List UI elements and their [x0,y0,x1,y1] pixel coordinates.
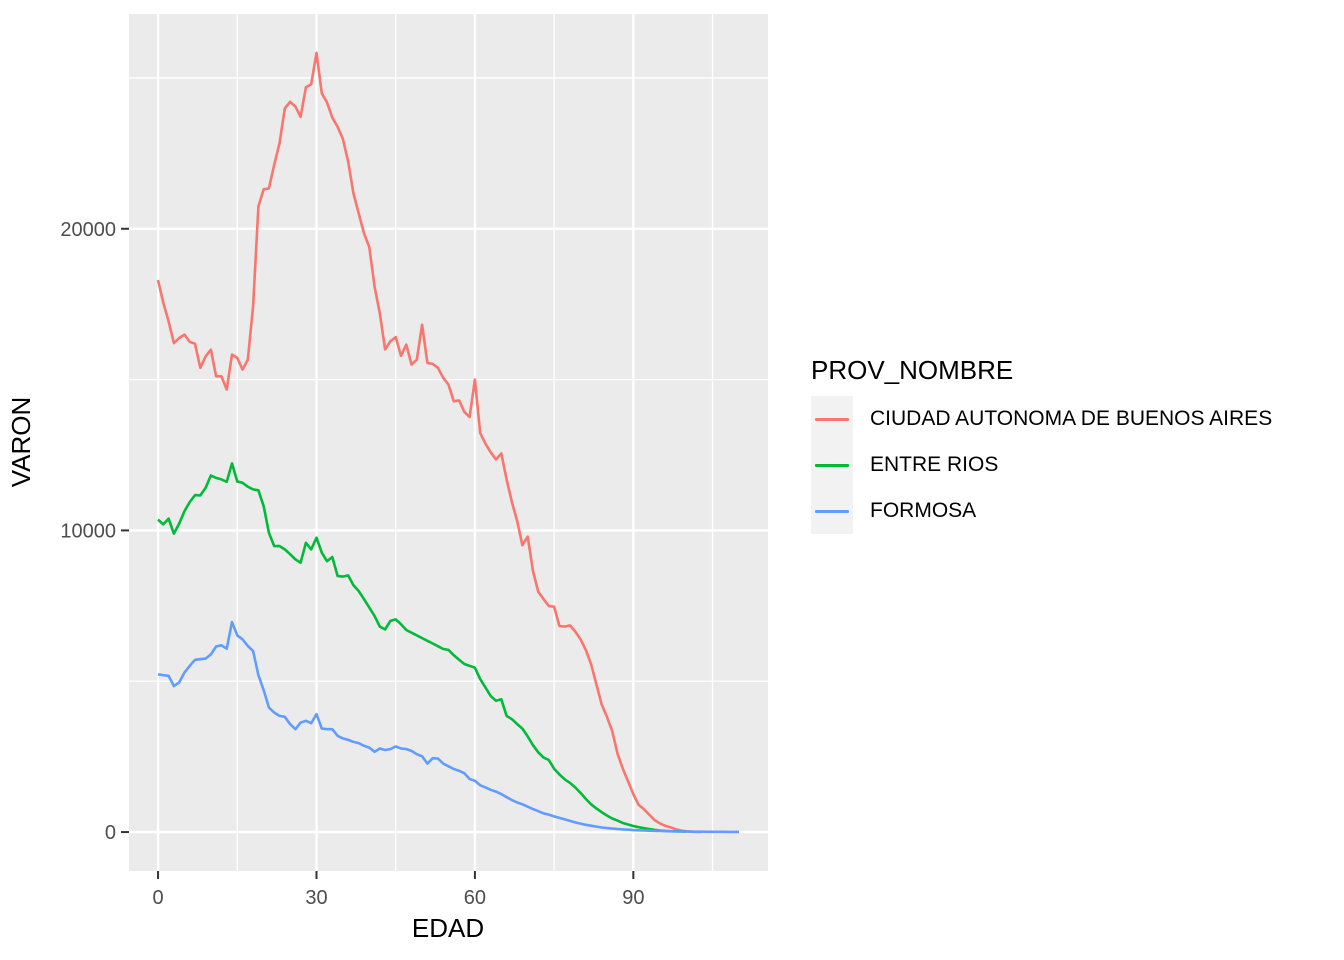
legend-entries: CIUDAD AUTONOMA DE BUENOS AIRES ENTRE RIO… [811,396,1272,534]
legend-key [811,396,853,442]
series-lines [156,51,739,834]
legend-entry: CIUDAD AUTONOMA DE BUENOS AIRES [811,396,1272,442]
x-tick-labels: 0 30 60 90 [152,887,644,909]
legend-key-line-icon [815,463,849,467]
legend-entry: FORMOSA [811,488,1272,534]
y-tick-label: 0 [105,822,116,844]
legend-key [811,442,853,488]
x-tick-label: 90 [622,887,644,909]
y-axis-title: VARON [6,397,36,488]
legend-entry: ENTRE RIOS [811,442,1272,488]
x-axis-title: EDAD [412,913,484,943]
legend-key-line-icon [815,509,849,513]
series-line-ciudad-autonoma-de-buenos-aires [156,51,703,834]
y-tick-labels: 0 10000 20000 [60,219,116,844]
legend-key-line-icon [815,417,849,421]
legend-label: CIUDAD AUTONOMA DE BUENOS AIRES [870,407,1273,430]
series-line-formosa [157,620,739,834]
x-tick-label: 60 [464,887,486,909]
legend-label: ENTRE RIOS [870,453,999,476]
legend-label: FORMOSA [870,499,977,522]
axis-tick-marks [121,227,635,879]
plot-panel [129,14,768,871]
legend-key [811,488,853,534]
series-line-entre-rios [157,462,687,833]
x-tick-label: 30 [305,887,327,909]
x-tick-label: 0 [152,887,163,909]
legend: PROV_NOMBRE CIUDAD AUTONOMA DE BUENOS AI… [811,355,1272,534]
minor-gridlines [129,14,768,871]
y-tick-label: 10000 [60,520,116,542]
legend-title: PROV_NOMBRE [811,355,1014,385]
y-tick-label: 20000 [60,219,116,241]
